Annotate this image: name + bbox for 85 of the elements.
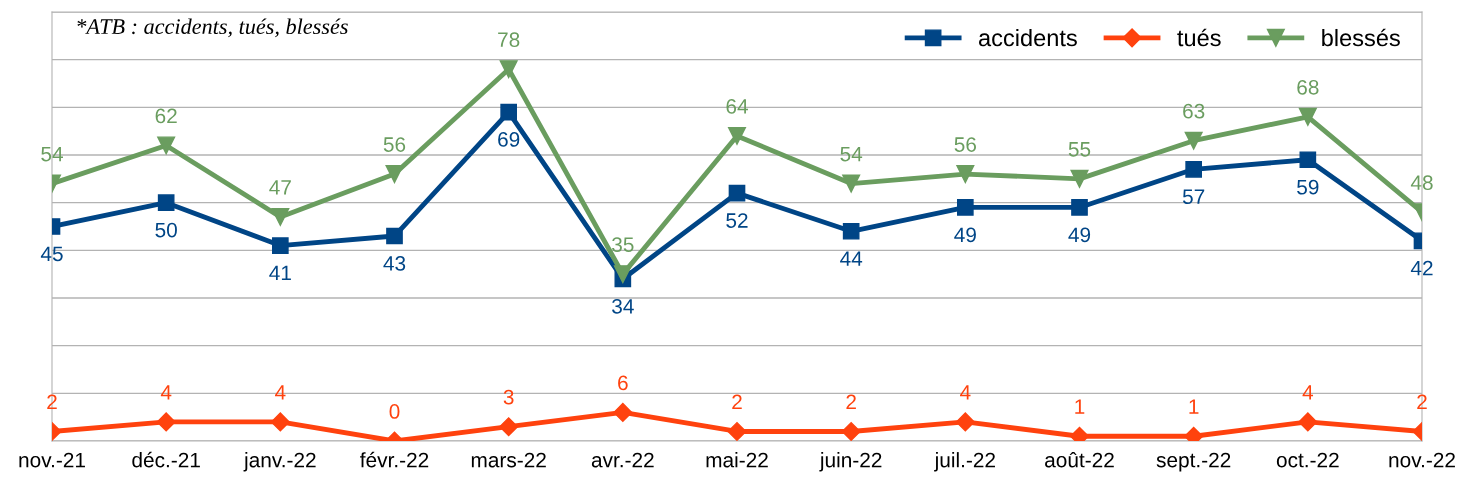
- data-label: 54: [41, 146, 63, 162]
- data-label: 6: [618, 375, 628, 391]
- x-tick-label: avr.-22: [591, 452, 654, 468]
- point: [499, 60, 518, 79]
- data-label: 78: [498, 32, 520, 48]
- data-label: 1: [1075, 399, 1085, 414]
- data-label: 56: [383, 137, 406, 152]
- data-label: 52: [726, 213, 748, 228]
- legend-label: blessés: [1322, 28, 1400, 47]
- data-label: 2: [846, 394, 856, 410]
- data-label: 34: [612, 298, 634, 314]
- data-label: 48: [1410, 175, 1433, 191]
- point: [613, 402, 633, 422]
- x-tick-label: déc.-21: [132, 451, 200, 468]
- point: [156, 412, 176, 432]
- point: [842, 222, 860, 240]
- data-label: 47: [269, 180, 291, 195]
- data-label: 4: [275, 385, 286, 400]
- legend-label: accidents: [979, 28, 1077, 47]
- data-label: 62: [155, 108, 177, 124]
- point: [1185, 160, 1203, 178]
- point: [956, 165, 975, 184]
- x-tick-label: nov.-21: [19, 452, 85, 468]
- point: [386, 227, 403, 245]
- point: [1298, 107, 1317, 126]
- data-label: 56: [954, 137, 977, 152]
- point: [727, 421, 747, 441]
- data-label: 4: [160, 385, 172, 400]
- data-label: 0: [389, 404, 400, 419]
- data-label: 69: [498, 132, 520, 147]
- data-label: 59: [1297, 179, 1319, 195]
- data-label: 4: [1302, 385, 1314, 400]
- data-label: 49: [954, 227, 976, 243]
- data-label: 2: [47, 394, 57, 410]
- annotation: *ATB : accidents, tués, blessés: [77, 18, 348, 38]
- data-label: 54: [840, 146, 863, 162]
- data-label: 3: [503, 389, 514, 405]
- point: [1184, 131, 1203, 150]
- data-label: 35: [612, 237, 634, 252]
- data-label: 2: [732, 394, 742, 410]
- data-label: 44: [840, 251, 863, 266]
- point: [841, 421, 861, 441]
- x-tick-label: févr.-22: [360, 451, 429, 468]
- point: [270, 412, 290, 432]
- point: [500, 103, 518, 121]
- data-label: 68: [1297, 79, 1319, 95]
- x-tick-label: oct.-22: [1276, 452, 1339, 468]
- point: [955, 412, 975, 432]
- point: [727, 126, 747, 145]
- point: [956, 199, 974, 216]
- data-label: 57: [1182, 189, 1205, 205]
- point: [157, 136, 176, 155]
- data-label: 49: [1068, 227, 1091, 243]
- data-label: 43: [383, 256, 406, 271]
- x-tick-label: janv.-22: [243, 452, 316, 472]
- data-label: 42: [1410, 260, 1433, 276]
- data-label: 4: [960, 385, 971, 400]
- point: [271, 237, 289, 254]
- x-tick-label: nov.-22: [1389, 452, 1455, 468]
- point: [842, 174, 861, 193]
- x-tick-label: juin-22: [819, 452, 882, 472]
- point: [385, 165, 404, 184]
- point: [499, 417, 519, 437]
- x-tick-label: mai-22: [706, 452, 768, 468]
- point: [1070, 169, 1089, 188]
- point: [613, 265, 632, 284]
- data-label: 50: [155, 222, 177, 238]
- point: [728, 184, 746, 202]
- data-label: 63: [1183, 103, 1205, 119]
- point: [1299, 151, 1317, 169]
- x-tick-label: juil.-22: [934, 452, 995, 472]
- data-label: 45: [40, 246, 63, 262]
- point: [1071, 199, 1088, 216]
- data-label: 64: [726, 99, 748, 114]
- data-label: 41: [269, 265, 291, 281]
- point: [271, 207, 290, 226]
- x-tick-label: sept.-22: [1156, 452, 1231, 472]
- legend-label: tués: [1177, 28, 1221, 47]
- data-label: 2: [1417, 394, 1427, 410]
- x-tick-label: mars-22: [471, 452, 546, 468]
- data-label: 1: [1189, 399, 1199, 414]
- data-label: 55: [1068, 142, 1091, 157]
- point: [1298, 412, 1318, 432]
- x-tick-label: août-22: [1045, 452, 1114, 468]
- point: [157, 194, 175, 212]
